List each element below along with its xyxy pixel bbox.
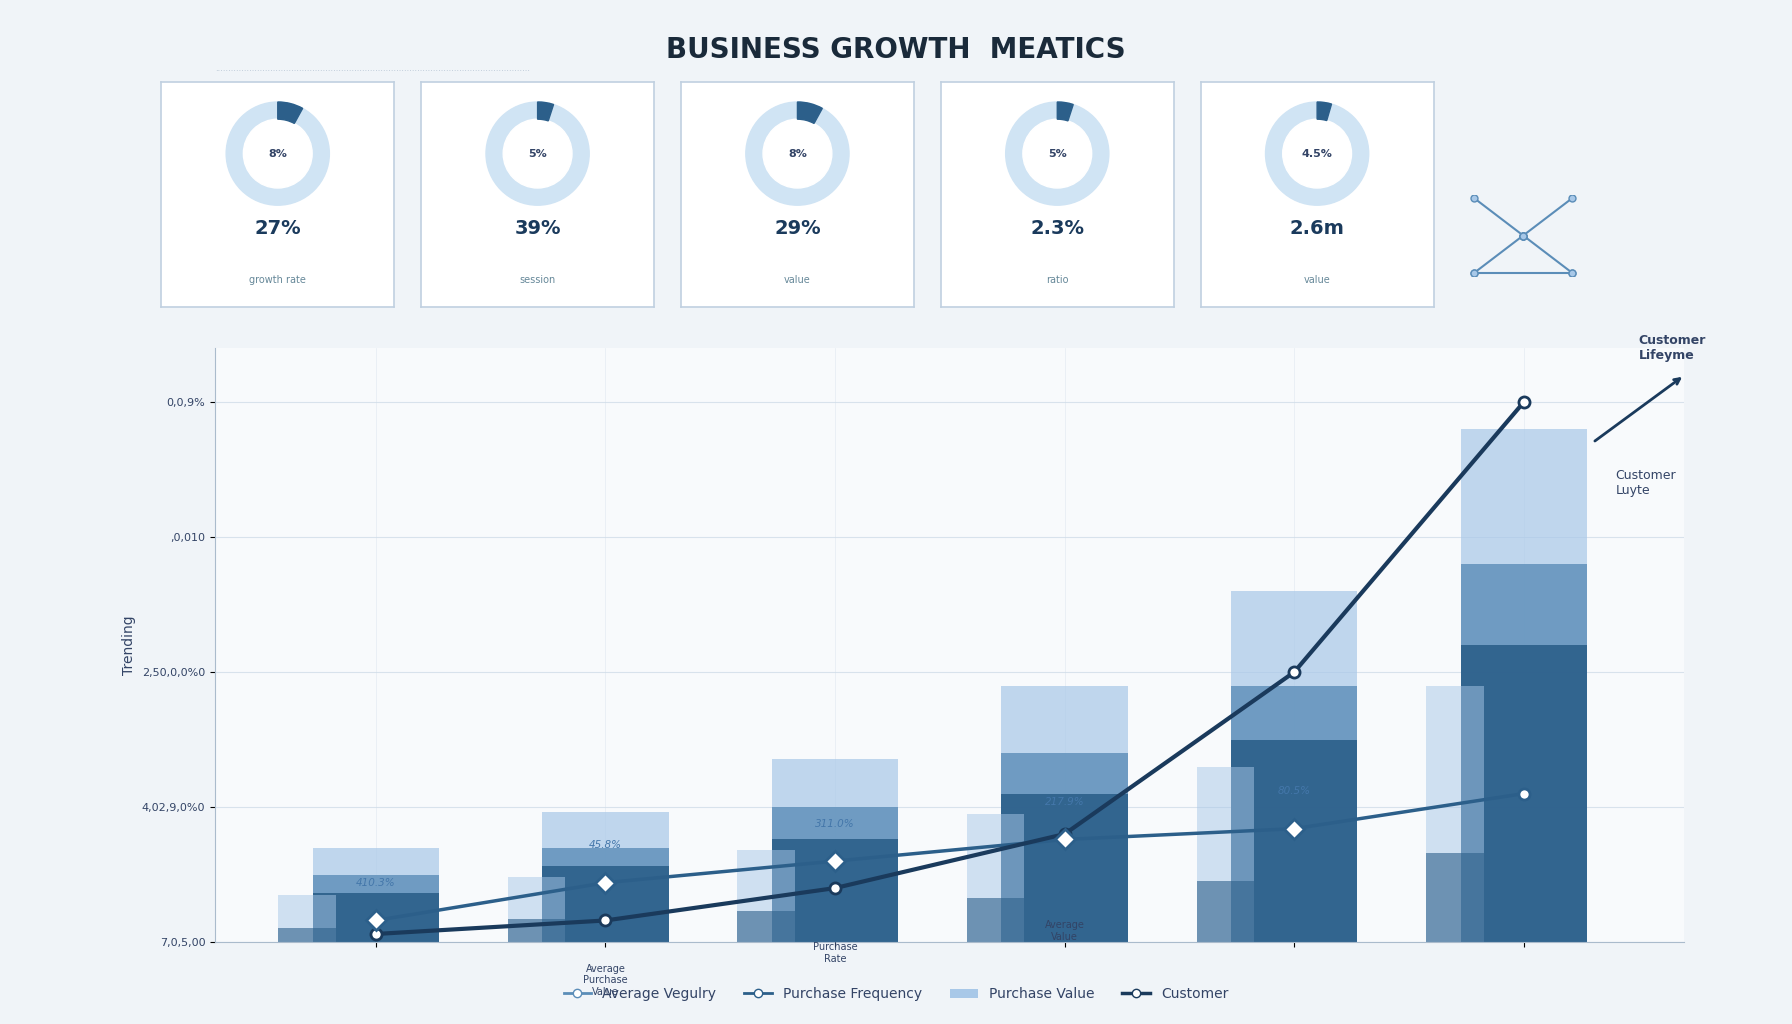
Average Vegulry	[1512, 787, 1534, 800]
Text: 4.5%: 4.5%	[1301, 148, 1333, 159]
Text: 8%: 8%	[269, 148, 287, 159]
Bar	[1460, 429, 1588, 942]
Bar	[772, 807, 898, 942]
Bar	[312, 848, 439, 942]
Bar	[772, 840, 898, 942]
Bar	[1231, 686, 1357, 942]
Text: 29%: 29%	[774, 219, 821, 238]
Bar	[278, 895, 335, 942]
Text: 27%: 27%	[254, 219, 301, 238]
Text: 45.8%: 45.8%	[590, 841, 622, 850]
Bar	[1426, 853, 1484, 942]
Customer	[1283, 666, 1305, 678]
Average Vegulry	[824, 855, 846, 867]
Average Vegulry	[1054, 834, 1075, 846]
Customer	[1512, 396, 1534, 409]
Customer	[595, 914, 616, 927]
Text: Average: Average	[514, 178, 561, 188]
Line: Average Vegulry: Average Vegulry	[371, 788, 1529, 926]
Text: 39%: 39%	[514, 219, 561, 238]
Text: 5%: 5%	[1048, 148, 1066, 159]
Text: Average: Average	[774, 178, 821, 188]
Bar	[1197, 882, 1254, 942]
Bar	[1231, 739, 1357, 942]
Wedge shape	[538, 102, 554, 121]
Text: 8%: 8%	[788, 148, 806, 159]
Text: ratio: ratio	[1047, 275, 1068, 285]
Text: 80.5%: 80.5%	[1278, 786, 1310, 797]
Wedge shape	[797, 102, 823, 124]
Circle shape	[1005, 102, 1109, 205]
Text: Purchase: Purchase	[1032, 178, 1082, 188]
Circle shape	[226, 102, 330, 205]
Text: ················································································: ········································…	[215, 68, 530, 76]
Bar	[543, 812, 668, 942]
Wedge shape	[278, 102, 303, 124]
Circle shape	[244, 119, 312, 188]
Text: 217.9%: 217.9%	[1045, 797, 1084, 807]
Bar	[312, 894, 439, 942]
Y-axis label: Trending: Trending	[122, 615, 136, 675]
Customer	[824, 882, 846, 894]
Circle shape	[1265, 102, 1369, 205]
Text: Average: Average	[254, 178, 301, 188]
Bar	[1002, 753, 1127, 942]
Text: 2.3%: 2.3%	[1030, 219, 1084, 238]
Text: Customer
Luyte: Customer Luyte	[1616, 469, 1676, 497]
Bar	[278, 928, 335, 942]
Bar	[543, 848, 668, 942]
Text: value: value	[1305, 275, 1330, 285]
Average Vegulry	[1283, 822, 1305, 835]
Text: 5%: 5%	[529, 148, 547, 159]
Circle shape	[745, 102, 849, 205]
Wedge shape	[1317, 102, 1331, 121]
Bar	[1002, 794, 1127, 942]
Legend: Average Vegulry, Purchase Frequency, Purchase Value, Customer: Average Vegulry, Purchase Frequency, Pur…	[557, 982, 1235, 1007]
Bar	[1460, 645, 1588, 942]
Text: session: session	[520, 275, 556, 285]
Text: Lifetime: Lifetime	[1294, 178, 1340, 188]
Average Vegulry	[366, 914, 387, 927]
Bar	[543, 866, 668, 942]
Text: BUSINESS GROWTH  MEATICS: BUSINESS GROWTH MEATICS	[667, 36, 1125, 63]
Bar	[968, 897, 1025, 942]
Text: Average
Value: Average Value	[1045, 921, 1084, 942]
Bar	[737, 850, 796, 942]
Text: Purchase
Rate: Purchase Rate	[812, 942, 857, 964]
Bar	[312, 874, 439, 942]
Circle shape	[504, 119, 572, 188]
Text: 410.3%: 410.3%	[357, 879, 396, 888]
Circle shape	[486, 102, 590, 205]
Bar	[772, 759, 898, 942]
Bar	[737, 911, 796, 942]
Text: Customer
Lifeyme: Customer Lifeyme	[1638, 334, 1706, 361]
Bar	[1002, 686, 1127, 942]
Line: Customer: Customer	[371, 396, 1529, 940]
Circle shape	[1023, 119, 1091, 188]
Bar	[1231, 591, 1357, 942]
Bar	[968, 814, 1025, 942]
Wedge shape	[1057, 102, 1073, 121]
Bar	[507, 878, 564, 942]
Text: 311.0%: 311.0%	[815, 819, 855, 828]
Average Vegulry	[595, 877, 616, 889]
Text: value: value	[785, 275, 810, 285]
Text: growth rate: growth rate	[249, 275, 306, 285]
Bar	[1460, 564, 1588, 942]
Bar	[1197, 767, 1254, 942]
Bar	[507, 920, 564, 942]
Bar	[1426, 686, 1484, 942]
Circle shape	[763, 119, 831, 188]
Text: Average
Purchase
Value: Average Purchase Value	[582, 964, 627, 997]
Customer	[1054, 828, 1075, 841]
Text: 2.6m: 2.6m	[1290, 219, 1344, 238]
Circle shape	[1283, 119, 1351, 188]
Customer	[366, 928, 387, 940]
